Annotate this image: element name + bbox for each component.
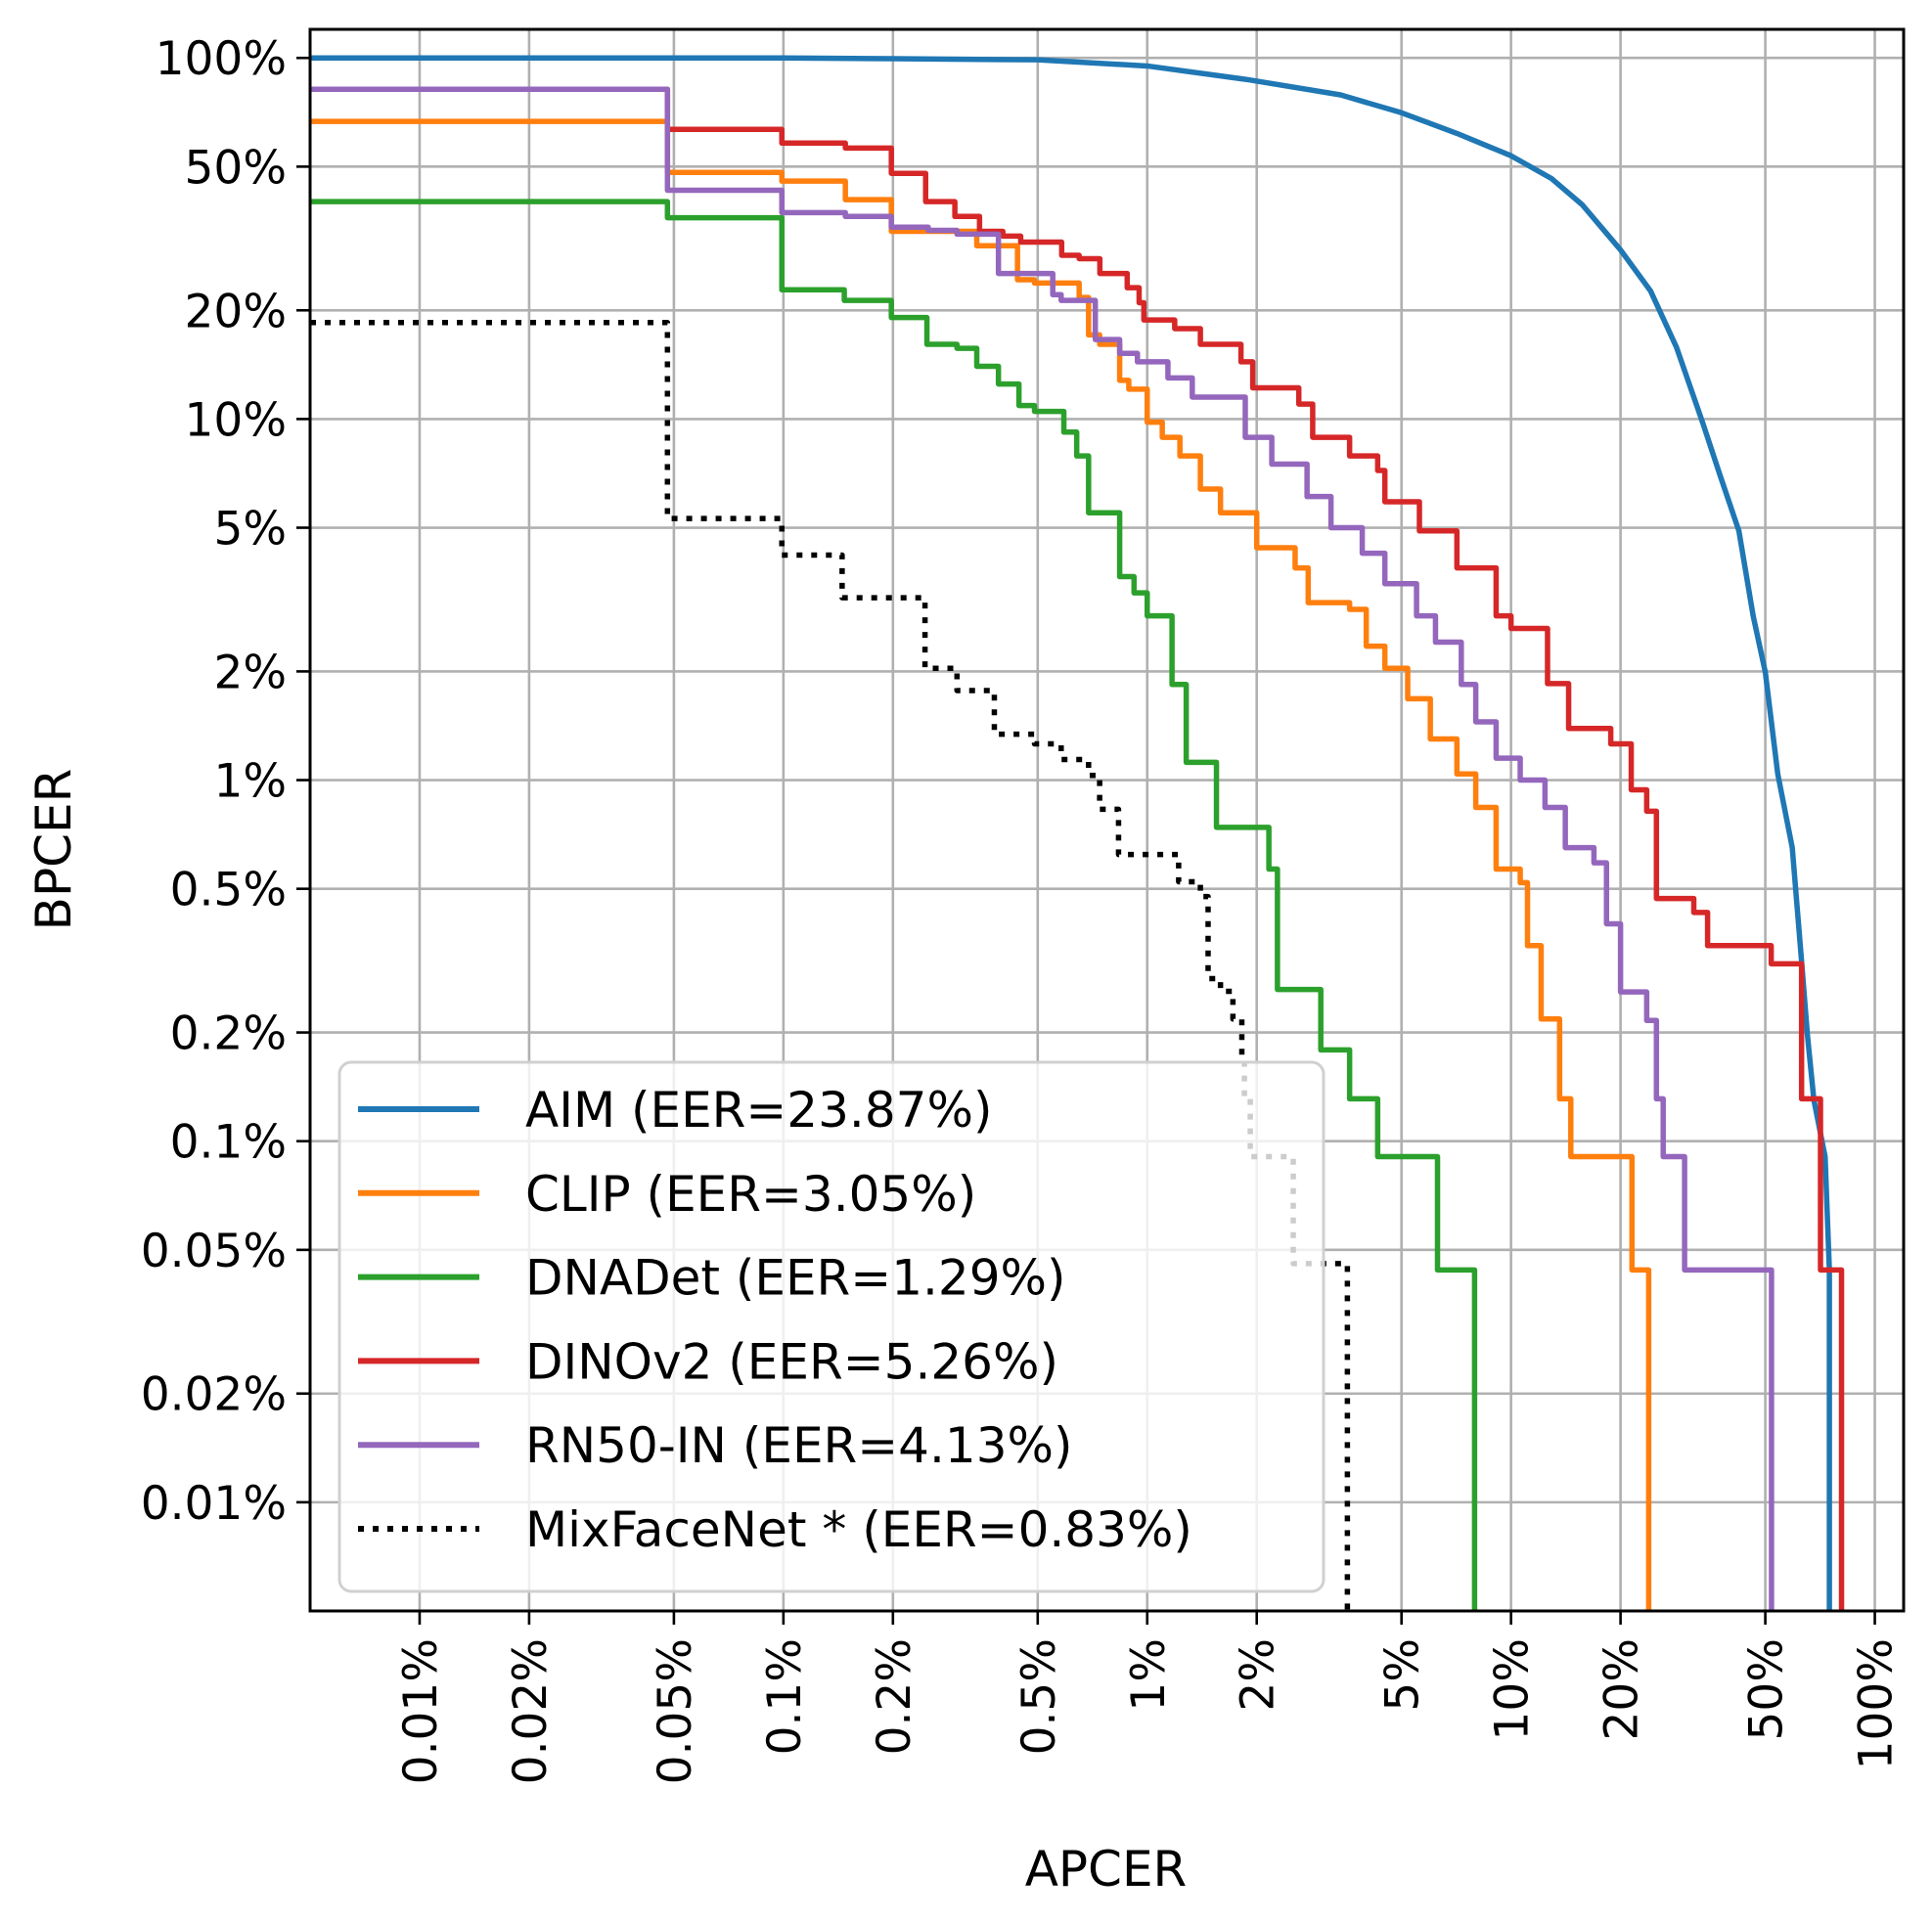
legend-label: CLIP (EER=3.05%) [525,1166,976,1223]
legend-item: AIM (EER=23.87%) [358,1082,992,1139]
legend-label: AIM (EER=23.87%) [525,1082,992,1139]
y-axis-label: BPCER [25,769,82,931]
x-tick-label: 2% [1232,1638,1285,1712]
x-tick-label: 100% [1850,1638,1904,1769]
y-tick-label: 2% [213,646,287,699]
plot-frame [308,27,1906,1613]
x-tick-label: 0.5% [1012,1638,1066,1755]
y-tick-label: 100% [156,32,287,86]
series-line-dnadet [310,199,1478,1611]
x-tick-label: 0.02% [504,1638,558,1784]
y-tick-label: 0.02% [141,1368,287,1422]
series-line-dinov2 [310,86,1845,1611]
y-tick-label: 10% [185,393,287,447]
x-tick-label: 0.2% [868,1638,921,1755]
y-tick-label: 50% [185,141,287,195]
y-tick-label: 0.5% [170,864,287,917]
y-tick-label: 0.05% [141,1225,287,1278]
legend-item: DINOv2 (EER=5.26%) [358,1333,1058,1390]
x-tick-label: 5% [1376,1638,1430,1712]
legend-label: DINOv2 (EER=5.26%) [525,1333,1058,1390]
series-lines [310,55,1845,1611]
series-line-aim [310,55,1832,1611]
legend-label: RN50-IN (EER=4.13%) [525,1417,1073,1474]
y-tick-label: 0.2% [170,1007,287,1061]
series-line-mixfacenet [310,320,1351,1611]
legend-item: CLIP (EER=3.05%) [358,1166,976,1223]
x-tick-label: 1% [1122,1638,1176,1712]
legend: AIM (EER=23.87%) CLIP (EER=3.05%) DNADet (… [337,1060,1325,1593]
legend-box [337,1060,1325,1593]
legend-item: MixFaceNet * (EER=0.83%) [358,1501,1192,1558]
x-tick-label: 20% [1595,1638,1649,1740]
x-axis-label: APCER [1025,1841,1188,1898]
x-tick-label: 0.1% [758,1638,812,1755]
y-tick-label: 1% [213,755,287,809]
x-tick-label: 0.05% [649,1638,702,1784]
series-line-rn50-in [310,86,1775,1611]
y-tick-label: 0.01% [141,1477,287,1531]
legend-item: RN50-IN (EER=4.13%) [358,1417,1073,1474]
legend-item: DNADet (EER=1.29%) [358,1250,1066,1307]
x-tick-label: 50% [1740,1638,1794,1740]
y-tick-label: 5% [213,503,287,557]
x-tick-label: 10% [1486,1638,1540,1740]
legend-label: DNADet (EER=1.29%) [525,1250,1066,1307]
axis-ticks: 0.01% 0.02% 0.05% 0.1% 0.2% 0.5% 1% 2% 5% 10% 20% 5… [141,32,1904,1784]
y-tick-label: 0.1% [170,1116,287,1170]
series-line-clip [310,118,1652,1611]
x-tick-label: 0.01% [394,1638,448,1784]
y-tick-label: 20% [185,285,287,338]
legend-label: MixFaceNet * (EER=0.83%) [525,1501,1192,1558]
